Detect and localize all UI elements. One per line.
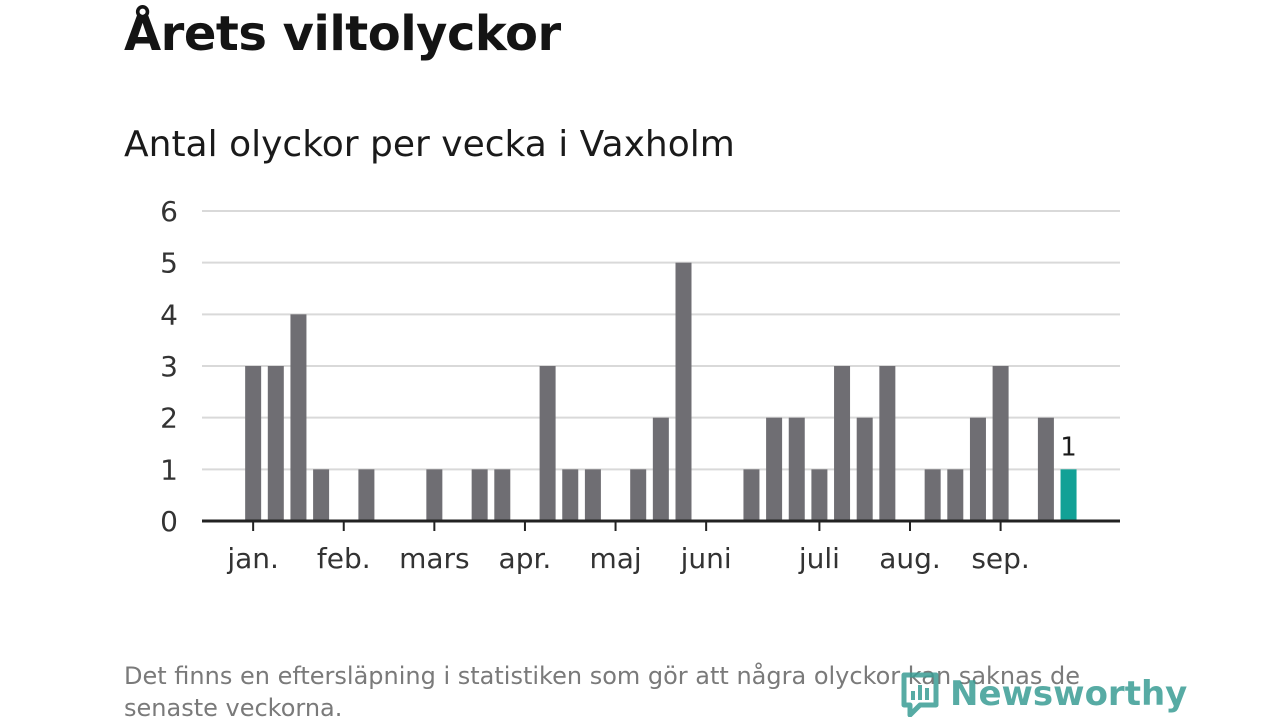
highlight-bar — [1060, 469, 1077, 521]
bar — [675, 262, 692, 521]
y-tick-label: 1 — [160, 453, 178, 486]
logo-text: Newsworthy — [950, 674, 1188, 714]
newsworthy-chart-logo-icon — [901, 672, 939, 717]
x-tick-label: maj — [589, 542, 641, 575]
bar — [426, 469, 443, 521]
bar — [313, 469, 330, 521]
bar — [630, 469, 647, 521]
bar — [539, 366, 556, 521]
data-labels: 1 — [1060, 432, 1077, 462]
bar — [947, 469, 964, 521]
chart-subtitle: Antal olyckor per vecka i Vaxholm — [124, 124, 735, 165]
bar — [788, 417, 805, 521]
bar — [834, 366, 851, 521]
bar — [471, 469, 488, 521]
bar — [969, 417, 986, 521]
x-axis — [202, 519, 1120, 531]
x-tick-label: juli — [798, 542, 840, 575]
highlight-value-label: 1 — [1060, 432, 1077, 462]
bar — [358, 469, 375, 521]
x-tick-label: jan. — [226, 542, 279, 575]
x-tick-label: juni — [680, 542, 732, 575]
bar — [879, 366, 896, 521]
x-tick-label: sep. — [971, 542, 1030, 575]
y-tick-label: 5 — [160, 247, 178, 280]
bar — [743, 469, 760, 521]
x-tick-label: mars — [399, 542, 470, 575]
newsworthy-logo: Newsworthy — [900, 668, 1187, 720]
bar — [856, 417, 873, 521]
chart-title: Årets viltolyckor — [124, 6, 561, 62]
bar — [992, 366, 1009, 521]
y-tick-label: 4 — [160, 298, 178, 331]
bar — [267, 366, 284, 521]
bar — [924, 469, 941, 521]
x-tick-label: aug. — [879, 542, 941, 575]
x-axis-tick-labels: jan. feb. mars apr. maj juni juli aug. sep. — [226, 542, 1029, 575]
bar — [766, 417, 783, 521]
x-tick-label: feb. — [317, 542, 371, 575]
bar — [562, 469, 579, 521]
y-tick-label: 2 — [160, 402, 178, 435]
bar — [1037, 417, 1054, 521]
bar — [811, 469, 828, 521]
y-axis-tick-labels: 0 1 2 3 4 5 6 — [160, 195, 178, 538]
bar — [494, 469, 511, 521]
x-tick-label: apr. — [499, 542, 552, 575]
bar — [652, 417, 669, 521]
bar — [584, 469, 601, 521]
bar — [290, 314, 307, 521]
bar — [245, 366, 262, 521]
bars — [245, 262, 1077, 521]
y-tick-label: 3 — [160, 350, 178, 383]
y-tick-label: 6 — [160, 195, 178, 228]
y-tick-label: 0 — [160, 505, 178, 538]
